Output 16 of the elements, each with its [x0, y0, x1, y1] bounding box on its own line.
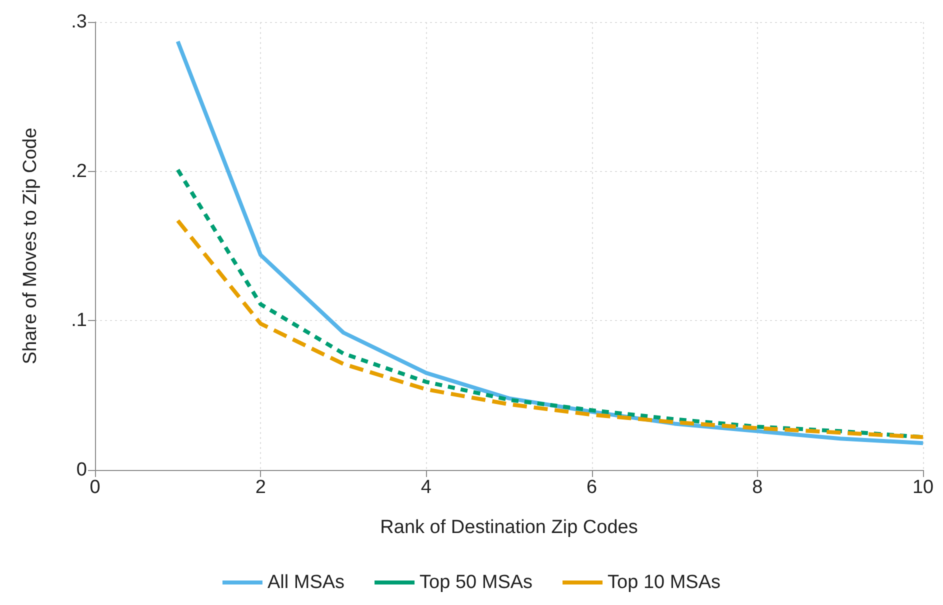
x-tick-label: 8	[752, 477, 763, 498]
x-tick-label: 4	[420, 477, 432, 498]
legend-label: All MSAs	[267, 572, 345, 593]
x-tick-label: 2	[255, 477, 266, 498]
legend-label: Top 10 MSAs	[608, 572, 721, 593]
y-tick-label: .1	[71, 310, 87, 332]
y-axis-title: Share of Moves to Zip Code	[20, 128, 41, 364]
y-tick-label: .3	[71, 12, 87, 32]
x-axis-title: Rank of Destination Zip Codes	[380, 517, 638, 538]
x-tick-label: 6	[586, 477, 598, 498]
y-tick-label: .2	[71, 160, 87, 182]
x-tick-label: 10	[912, 477, 934, 498]
x-tick-label: 0	[90, 477, 100, 498]
line-series	[176, 218, 925, 440]
y-tick-label: 0	[76, 460, 87, 480]
legend-label: Top 50 MSAs	[420, 572, 533, 593]
